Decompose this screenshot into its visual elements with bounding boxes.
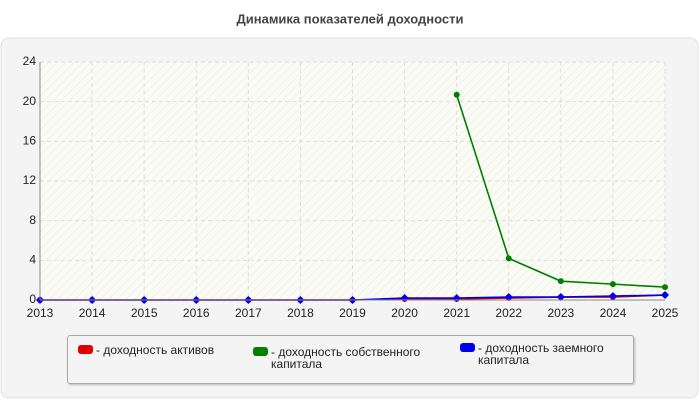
x-tick-label: 2016 <box>183 306 210 320</box>
legend-swatch <box>253 347 268 356</box>
y-tick-label: 8 <box>29 213 36 227</box>
legend-swatch <box>460 343 475 352</box>
data-point <box>505 255 512 262</box>
legend-label: - доходность собственного капитала <box>271 345 421 371</box>
data-point <box>662 284 668 291</box>
x-tick-label: 2015 <box>131 306 158 320</box>
y-tick-label: 4 <box>29 253 36 267</box>
data-point <box>609 281 616 288</box>
legend-item: - доходность активов <box>78 344 248 356</box>
x-tick-label: 2020 <box>391 306 418 320</box>
data-point <box>556 293 565 302</box>
data-point <box>453 91 460 98</box>
legend-swatch <box>78 345 93 354</box>
data-point <box>608 292 617 301</box>
data-point <box>661 291 669 300</box>
y-tick-label: 12 <box>23 173 37 187</box>
y-tick-label: 24 <box>23 54 37 68</box>
chart-title: Динамика показателей доходности <box>236 11 463 26</box>
x-tick-label: 2025 <box>652 306 679 320</box>
x-tick-label: 2017 <box>235 306 262 320</box>
x-tick-label: 2014 <box>79 306 106 320</box>
x-tick-label: 2023 <box>547 306 574 320</box>
y-tick-label: 16 <box>23 134 37 148</box>
y-tick-label: 0 <box>29 292 36 306</box>
x-tick-label: 2013 <box>27 306 54 320</box>
legend-item: - доходность заемного капитала <box>460 342 625 366</box>
x-tick-label: 2021 <box>443 306 470 320</box>
data-point <box>504 293 513 302</box>
legend: - доходность активов - доходность собстве… <box>67 335 634 384</box>
x-tick-label: 2019 <box>339 306 366 320</box>
y-tick-label: 20 <box>23 94 37 108</box>
x-tick-label: 2018 <box>287 306 314 320</box>
legend-label: - доходность заемного капитала <box>478 341 604 367</box>
x-tick-label: 2022 <box>495 306 522 320</box>
x-tick-label: 2024 <box>600 306 627 320</box>
legend-label: - доходность активов <box>96 343 215 357</box>
data-point <box>557 278 564 285</box>
legend-item: - доходность собственного капитала <box>253 346 453 370</box>
